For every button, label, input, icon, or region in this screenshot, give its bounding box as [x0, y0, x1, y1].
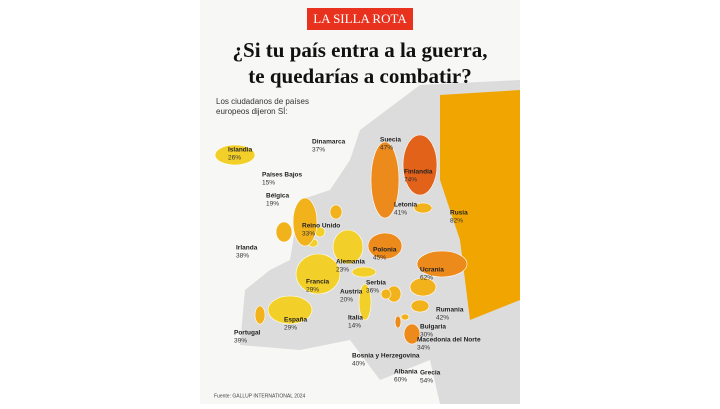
country-name: Finlandia — [404, 169, 433, 176]
country-shape — [409, 277, 437, 297]
country-shape — [402, 134, 438, 196]
logo: LA SILLA ROTA — [313, 11, 407, 26]
country-value: 47% — [380, 145, 393, 152]
country-name: Países Bajos — [262, 172, 302, 179]
country-value: 33% — [302, 231, 315, 238]
country-value: 26% — [228, 155, 241, 162]
country-shape — [332, 229, 364, 265]
country-name: Italia — [348, 315, 363, 322]
country-shape — [358, 283, 372, 321]
country-shape — [380, 288, 392, 300]
country-value: 36% — [366, 288, 379, 295]
country-shape — [254, 305, 266, 325]
country-name: Bulgaria — [420, 324, 446, 331]
country-name: Austria — [340, 289, 363, 296]
subtitle-line: europeos dijeron SÍ: — [216, 107, 288, 116]
country-name: Ucrania — [420, 267, 444, 274]
country-name: Portugal — [234, 330, 261, 337]
country-shape — [367, 232, 403, 260]
country-shape — [295, 253, 341, 295]
country-value: 38% — [236, 253, 249, 260]
country-shape — [214, 144, 256, 166]
country-value: 39% — [234, 338, 247, 345]
country-shape — [416, 250, 468, 278]
country-name: Dinamarca — [312, 139, 346, 146]
country-name: España — [284, 317, 308, 324]
country-value: 37% — [312, 147, 325, 154]
country-value: 62% — [420, 275, 433, 282]
country-name: Alemania — [336, 259, 365, 266]
country-value: 20% — [340, 297, 353, 304]
country-name: Macedonia del Norte — [417, 337, 481, 344]
subtitle-line: Los ciudadanos de países — [216, 97, 309, 106]
country-value: 45% — [373, 255, 386, 262]
country-value: 15% — [262, 180, 275, 187]
country-value: 54% — [420, 378, 433, 385]
country-name: Reino Unido — [302, 223, 340, 230]
source: Fuente: GALLUP INTERNATIONAL 2024 — [214, 393, 306, 399]
country-value: 60% — [394, 377, 407, 384]
russia-land — [440, 90, 520, 320]
country-value: 82% — [450, 218, 463, 225]
country-value: 14% — [348, 323, 361, 330]
country-name: Bosnia y Herzegovina — [352, 353, 420, 360]
country-name: Rumania — [436, 307, 464, 314]
country-name: Albania — [394, 369, 418, 376]
country-value: 34% — [417, 345, 430, 352]
country-name: Letonia — [394, 202, 417, 209]
title-line: te quedarías a combatir? — [248, 64, 471, 88]
country-value: 19% — [266, 201, 279, 208]
country-name: Suecia — [380, 137, 401, 144]
country-value: 74% — [404, 177, 417, 184]
country-name: Islandia — [228, 147, 253, 154]
country-value: 29% — [284, 325, 297, 332]
country-shape — [275, 221, 293, 243]
country-shape — [292, 197, 318, 247]
country-shape — [370, 141, 400, 219]
country-name: Serbia — [366, 280, 386, 287]
country-shape — [400, 313, 410, 321]
country-shape — [413, 202, 433, 214]
title-line: ¿Si tu país entra a la guerra, — [233, 38, 488, 62]
country-value: 41% — [394, 210, 407, 217]
country-name: Polonia — [373, 247, 397, 254]
country-value: 40% — [352, 361, 365, 368]
country-shape — [410, 299, 430, 313]
country-name: Francia — [306, 279, 330, 286]
logo-box — [307, 8, 413, 30]
country-shape — [267, 295, 313, 325]
country-shape — [394, 315, 402, 329]
country-shape — [403, 323, 421, 345]
country-name: Grecia — [420, 370, 441, 377]
country-shape — [329, 204, 343, 220]
country-value: 42% — [436, 315, 449, 322]
country-name: Bélgica — [266, 193, 290, 200]
country-shape — [351, 266, 377, 278]
country-value: 23% — [336, 267, 349, 274]
country-name: Rusia — [450, 210, 468, 217]
country-value: 29% — [306, 287, 319, 294]
country-value: 30% — [420, 332, 433, 339]
country-name: Irlanda — [236, 245, 258, 252]
